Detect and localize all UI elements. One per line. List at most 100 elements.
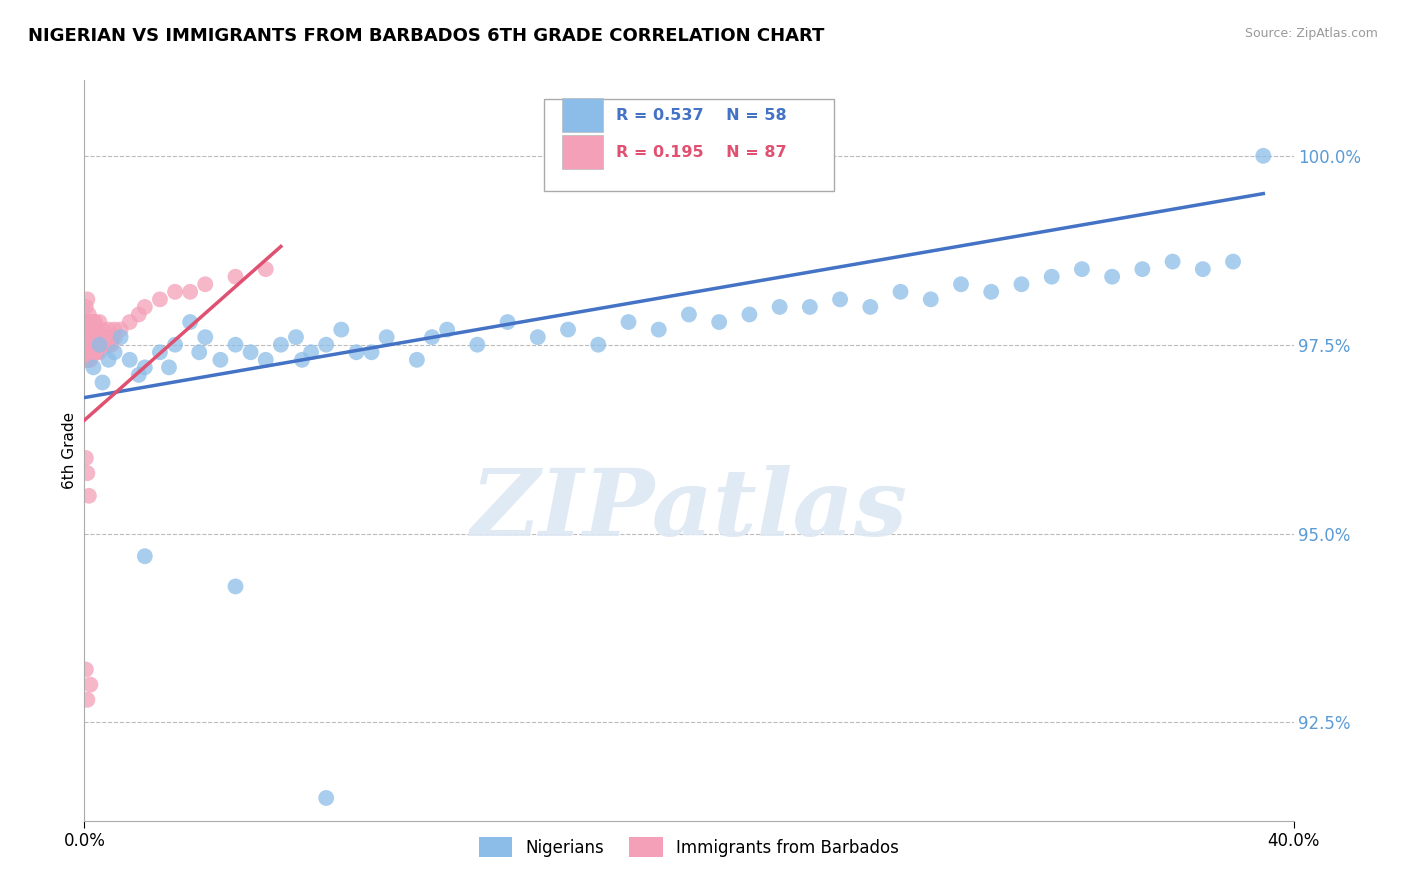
Text: Source: ZipAtlas.com: Source: ZipAtlas.com <box>1244 27 1378 40</box>
Point <box>134 360 156 375</box>
Point <box>91 330 114 344</box>
Point <box>188 345 211 359</box>
Point <box>82 360 104 375</box>
Point <box>420 330 443 344</box>
Point <box>76 337 98 351</box>
Point <box>315 337 337 351</box>
Point <box>1161 254 1184 268</box>
Point <box>950 277 973 292</box>
Point <box>76 352 98 367</box>
Point <box>82 330 104 344</box>
Point <box>77 337 100 351</box>
Point <box>84 315 107 329</box>
Point <box>75 345 97 359</box>
Point <box>79 315 101 329</box>
Point <box>76 315 98 329</box>
Point <box>77 322 100 336</box>
Point <box>1222 254 1244 268</box>
Point <box>128 308 150 322</box>
Point <box>291 352 314 367</box>
Point <box>89 330 111 344</box>
Point <box>315 791 337 805</box>
Point <box>77 330 100 344</box>
Point <box>80 330 103 344</box>
Point <box>285 330 308 344</box>
Point <box>76 322 98 336</box>
Point <box>76 330 98 344</box>
Point <box>97 330 120 344</box>
Point <box>75 300 97 314</box>
Point <box>709 315 731 329</box>
Point <box>104 330 127 344</box>
Point <box>94 337 117 351</box>
Point <box>225 579 247 593</box>
Point <box>1011 277 1033 292</box>
Point <box>77 308 100 322</box>
Point <box>254 352 277 367</box>
Point <box>890 285 912 299</box>
Point <box>588 337 610 351</box>
Point <box>84 337 107 351</box>
Point <box>79 337 101 351</box>
Point <box>165 337 187 351</box>
Point <box>79 322 101 336</box>
Point <box>76 692 98 706</box>
Point <box>165 285 187 299</box>
FancyBboxPatch shape <box>562 98 603 132</box>
Point <box>104 322 127 336</box>
Point <box>254 262 277 277</box>
Point <box>346 345 368 359</box>
Point <box>82 315 104 329</box>
Point <box>75 450 97 465</box>
Point <box>75 352 97 367</box>
Point <box>134 300 156 314</box>
Point <box>91 337 114 351</box>
Point <box>557 322 579 336</box>
Point <box>79 352 101 367</box>
Point <box>436 322 458 336</box>
Point <box>920 293 942 307</box>
Point <box>859 300 882 314</box>
Point <box>89 337 111 351</box>
Point <box>89 337 111 351</box>
Point <box>179 285 201 299</box>
Point <box>149 345 172 359</box>
Legend: Nigerians, Immigrants from Barbados: Nigerians, Immigrants from Barbados <box>472 830 905 864</box>
Point <box>617 315 640 329</box>
Point <box>82 337 104 351</box>
Point <box>86 337 108 351</box>
Point <box>1071 262 1094 277</box>
Point <box>79 345 101 359</box>
Point <box>194 277 217 292</box>
Point <box>86 330 108 344</box>
Point <box>360 345 382 359</box>
Point <box>225 337 247 351</box>
Point <box>82 322 104 336</box>
Point <box>86 345 108 359</box>
Text: ZIPatlas: ZIPatlas <box>471 465 907 555</box>
Point <box>84 345 107 359</box>
Point <box>97 352 120 367</box>
Point <box>82 345 104 359</box>
Text: R = 0.537    N = 58: R = 0.537 N = 58 <box>616 108 787 123</box>
Point <box>104 345 127 359</box>
Point <box>118 352 141 367</box>
Point <box>77 489 100 503</box>
Point <box>79 678 101 692</box>
Point <box>80 315 103 329</box>
Point <box>299 345 322 359</box>
Point <box>134 549 156 564</box>
Point <box>149 293 172 307</box>
Point <box>527 330 550 344</box>
Point <box>82 345 104 359</box>
Point <box>270 337 292 351</box>
Text: R = 0.195    N = 87: R = 0.195 N = 87 <box>616 145 787 161</box>
Point <box>1040 269 1063 284</box>
Point <box>76 345 98 359</box>
Point <box>97 337 120 351</box>
Point <box>678 308 700 322</box>
Point <box>799 300 821 314</box>
Point <box>76 293 98 307</box>
Point <box>239 345 262 359</box>
Point <box>91 322 114 336</box>
